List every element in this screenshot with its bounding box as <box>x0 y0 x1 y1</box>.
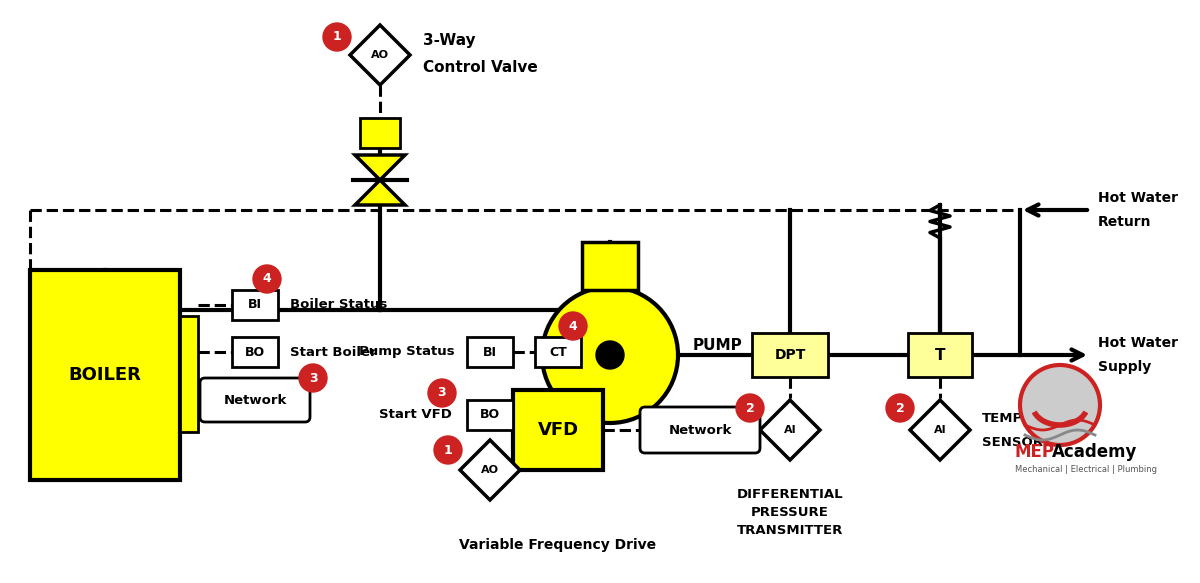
Text: Start VFD: Start VFD <box>379 409 452 422</box>
Polygon shape <box>355 155 406 180</box>
Circle shape <box>736 394 764 422</box>
Text: TRANSMITTER: TRANSMITTER <box>737 525 844 538</box>
Text: 4: 4 <box>569 319 577 332</box>
FancyBboxPatch shape <box>535 337 581 367</box>
Circle shape <box>542 287 678 423</box>
Text: DIFFERENTIAL: DIFFERENTIAL <box>737 489 844 501</box>
FancyBboxPatch shape <box>752 333 828 377</box>
Text: Hot Water: Hot Water <box>1098 191 1178 205</box>
Circle shape <box>323 23 352 51</box>
FancyBboxPatch shape <box>640 407 760 453</box>
Polygon shape <box>910 400 970 460</box>
Circle shape <box>428 379 456 407</box>
Text: Start Boiler: Start Boiler <box>290 346 377 359</box>
Text: Variable Frequency Drive: Variable Frequency Drive <box>460 538 656 552</box>
Polygon shape <box>355 180 406 205</box>
Text: AI: AI <box>784 425 797 435</box>
Text: BO: BO <box>245 346 265 359</box>
Polygon shape <box>350 25 410 85</box>
Text: Boiler Status: Boiler Status <box>290 298 388 311</box>
Text: Hot Water: Hot Water <box>1098 336 1178 350</box>
Circle shape <box>434 436 462 464</box>
FancyBboxPatch shape <box>582 242 638 290</box>
Text: PRESSURE: PRESSURE <box>751 507 829 519</box>
Text: SENSOR: SENSOR <box>982 436 1043 448</box>
FancyBboxPatch shape <box>467 400 514 430</box>
Text: AI: AI <box>934 425 947 435</box>
Text: 3: 3 <box>308 371 317 385</box>
Text: Supply: Supply <box>1098 360 1151 374</box>
Text: 2: 2 <box>895 402 905 415</box>
Text: T: T <box>935 347 946 363</box>
FancyBboxPatch shape <box>200 378 310 422</box>
Text: CT: CT <box>550 346 566 359</box>
Circle shape <box>559 312 587 340</box>
FancyBboxPatch shape <box>232 337 278 367</box>
Text: Control Valve: Control Valve <box>424 59 538 75</box>
Text: BO: BO <box>480 409 500 422</box>
Text: Network: Network <box>668 423 732 437</box>
Text: Mechanical | Electrical | Plumbing: Mechanical | Electrical | Plumbing <box>1015 465 1157 475</box>
Text: 3-Way: 3-Way <box>424 33 475 47</box>
Circle shape <box>596 341 624 369</box>
Text: Academy: Academy <box>1052 443 1138 461</box>
Circle shape <box>886 394 914 422</box>
Text: 1: 1 <box>444 444 452 456</box>
Text: Return: Return <box>1098 215 1152 229</box>
Polygon shape <box>760 400 820 460</box>
Text: 2: 2 <box>745 402 755 415</box>
FancyBboxPatch shape <box>232 290 278 320</box>
Text: 1: 1 <box>332 30 341 44</box>
Text: PUMP: PUMP <box>694 338 743 353</box>
Text: Network: Network <box>223 394 287 406</box>
FancyBboxPatch shape <box>180 316 198 431</box>
Circle shape <box>299 364 326 392</box>
Text: VFD: VFD <box>538 421 578 439</box>
Text: AO: AO <box>481 465 499 475</box>
FancyBboxPatch shape <box>360 118 400 148</box>
Polygon shape <box>460 440 520 500</box>
Text: BI: BI <box>248 298 262 311</box>
Circle shape <box>253 265 281 293</box>
FancyBboxPatch shape <box>908 333 972 377</box>
Circle shape <box>1020 365 1100 445</box>
Text: BI: BI <box>482 346 497 359</box>
Text: 4: 4 <box>263 272 271 286</box>
Text: BOILER: BOILER <box>68 366 142 384</box>
FancyBboxPatch shape <box>467 337 514 367</box>
Text: MEP: MEP <box>1015 443 1055 461</box>
FancyBboxPatch shape <box>514 390 604 470</box>
Text: TEMPERATURE: TEMPERATURE <box>982 412 1091 424</box>
FancyBboxPatch shape <box>30 270 180 480</box>
Text: 3: 3 <box>438 387 446 399</box>
Text: AO: AO <box>371 50 389 60</box>
Text: DPT: DPT <box>774 348 805 362</box>
Text: Pump Status: Pump Status <box>359 346 455 359</box>
